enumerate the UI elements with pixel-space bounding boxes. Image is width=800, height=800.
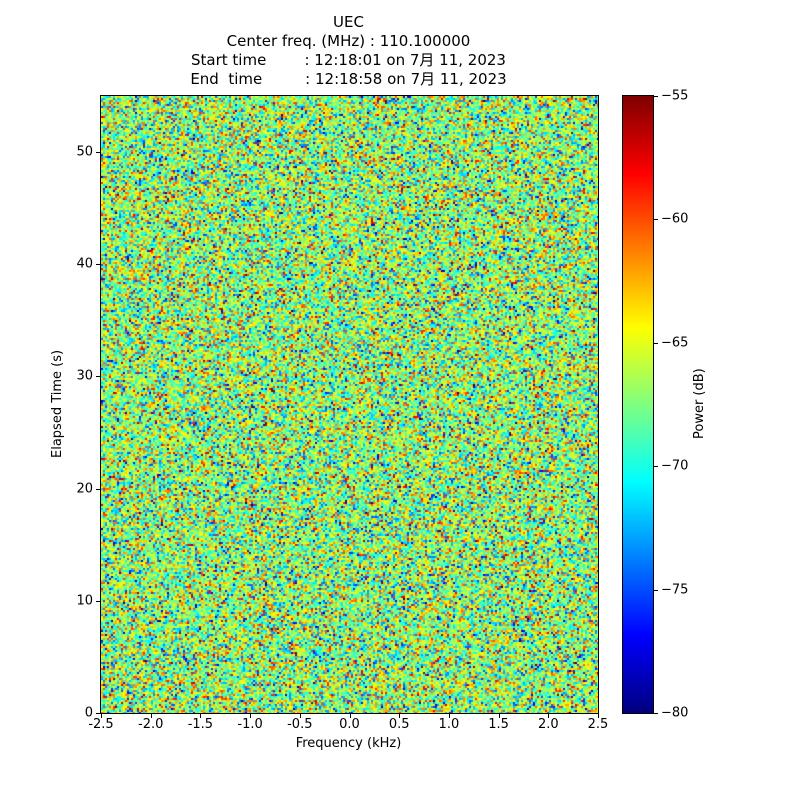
colorbar-tick-label: −55 (661, 88, 689, 104)
colorbar-tick-mark (654, 342, 658, 344)
y-tick-label: 30 (76, 368, 93, 384)
y-tick-label: 0 (84, 705, 93, 721)
center-frequency-line: Center freq. (MHz) : 110.100000 (226, 32, 471, 50)
x-tick-mark (498, 714, 500, 718)
x-tick-mark (101, 714, 102, 718)
x-tick-label: 0.5 (388, 717, 410, 732)
spectrogram-canvas (101, 96, 598, 713)
colorbar-tick-mark (654, 219, 658, 221)
x-tick-label: 2.5 (587, 717, 609, 732)
colorbar-tick-label: −60 (661, 211, 689, 227)
y-tick-mark (96, 376, 100, 378)
colorbar (622, 95, 654, 714)
x-tick-label: 2.0 (537, 717, 559, 732)
x-tick-label: -0.5 (287, 717, 313, 732)
x-tick-mark (150, 714, 152, 718)
y-tick-label: 10 (76, 593, 93, 609)
chart-title: UEC (333, 13, 364, 31)
x-tick-label: 1.0 (438, 717, 460, 732)
colorbar-tick-mark (654, 713, 658, 714)
x-tick-label: -1.5 (187, 717, 214, 732)
end-time-line: End time : 12:18:58 on 7月 11, 2023 (190, 70, 507, 88)
x-tick-mark (349, 714, 351, 718)
colorbar-tick-mark (654, 466, 658, 468)
x-tick-mark (548, 714, 550, 718)
x-tick-mark (250, 714, 252, 718)
x-tick-mark (399, 714, 401, 718)
x-tick-mark (448, 714, 450, 718)
x-axis-label: Frequency (kHz) (295, 736, 402, 751)
x-tick-label: -2.0 (138, 717, 164, 732)
y-tick-mark (96, 600, 100, 602)
y-tick-label: 50 (76, 144, 93, 160)
colorbar-canvas (623, 96, 653, 713)
colorbar-tick-label: −75 (661, 582, 689, 598)
y-axis-label: Elapsed Time (s) (50, 349, 65, 458)
x-tick-label: 0.0 (339, 717, 360, 732)
x-tick-mark (200, 714, 202, 718)
plot-area (100, 95, 599, 714)
x-tick-mark (598, 714, 599, 718)
colorbar-tick-mark (654, 96, 658, 97)
x-tick-mark (299, 714, 301, 718)
colorbar-tick-label: −65 (661, 335, 689, 351)
colorbar-label: Power (dB) (692, 368, 707, 439)
x-tick-label: -2.5 (88, 717, 114, 732)
x-tick-label: 1.5 (488, 717, 509, 732)
y-tick-label: 40 (76, 256, 93, 272)
colorbar-tick-label: −70 (661, 458, 689, 474)
y-tick-mark (96, 152, 100, 154)
x-tick-label: -1.0 (237, 717, 263, 732)
y-tick-mark (96, 713, 100, 714)
colorbar-tick-mark (654, 589, 658, 591)
start-time-line: Start time : 12:18:01 on 7月 11, 2023 (191, 51, 506, 69)
colorbar-tick-label: −80 (661, 705, 689, 721)
y-tick-mark (96, 264, 100, 266)
y-tick-label: 20 (76, 481, 93, 497)
y-tick-mark (96, 488, 100, 490)
title-block: UEC Center freq. (MHz) : 110.100000 Star… (100, 13, 597, 89)
